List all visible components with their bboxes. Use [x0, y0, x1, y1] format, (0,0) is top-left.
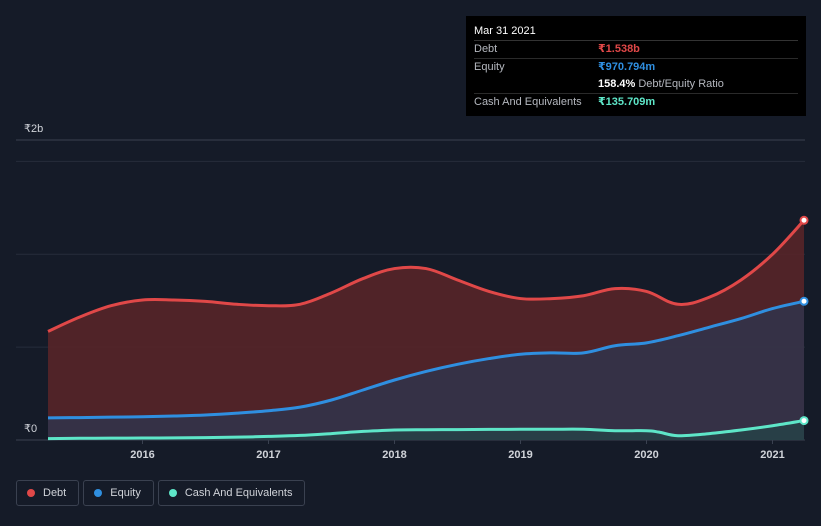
tooltip-equity-label: Equity	[474, 61, 505, 73]
legend-item-debt[interactable]: Debt	[16, 480, 80, 506]
tooltip-cash-value: ₹135.709m	[598, 96, 656, 108]
chart-legend: Debt Equity Cash And Equivalents	[16, 480, 306, 508]
legend-cash-label: Cash And Equivalents	[184, 487, 293, 499]
series-end-point-2	[799, 416, 809, 426]
x-tick-label-2021: 2021	[760, 449, 784, 461]
data-tooltip: Mar 31 2021 Debt ₹1.538b Equity ₹970.794…	[466, 16, 806, 116]
tooltip-debt-row: Debt ₹1.538b	[474, 41, 798, 59]
legend-equity-label: Equity	[110, 487, 141, 499]
series-end-point-0	[799, 215, 809, 225]
series-area-1	[48, 301, 804, 440]
tooltip-date: Mar 31 2021	[474, 22, 798, 41]
tooltip-debt-label: Debt	[474, 43, 498, 55]
tooltip-equity-value: ₹970.794m	[598, 61, 656, 73]
series-line-2	[47, 419, 805, 441]
y-tick-zero-label: ₹0	[24, 423, 38, 435]
x-tick-label-2019: 2019	[508, 449, 532, 461]
cash-dot-icon	[168, 489, 177, 497]
equity-dot-icon	[94, 489, 103, 497]
legend-debt-label: Debt	[43, 487, 67, 499]
x-tick-label-2017: 2017	[256, 449, 280, 461]
series-line-0	[47, 219, 806, 333]
x-tick-label-2018: 2018	[382, 449, 406, 461]
legend-item-cash[interactable]: Cash And Equivalents	[157, 480, 306, 506]
tooltip-cash-label: Cash And Equivalents	[474, 96, 582, 108]
y-tick-top-label: ₹2b	[24, 123, 44, 135]
tooltip-ratio-row: 158.4% Debt/Equity Ratio	[474, 76, 798, 94]
series-line-1	[47, 299, 805, 420]
x-tick-label-2020: 2020	[634, 449, 658, 461]
series-end-point-1	[799, 296, 809, 306]
tooltip-debt-value: ₹1.538b	[598, 43, 640, 55]
legend-item-equity[interactable]: Equity	[83, 480, 154, 506]
tooltip-ratio-value: 158.4%	[598, 78, 636, 90]
tooltip-equity-row: Equity ₹970.794m	[474, 59, 798, 76]
tooltip-ratio-label: Debt/Equity Ratio	[638, 78, 724, 90]
debt-dot-icon	[27, 489, 35, 497]
x-tick-label-2016: 2016	[130, 449, 154, 461]
tooltip-cash-row: Cash And Equivalents ₹135.709m	[474, 94, 798, 111]
